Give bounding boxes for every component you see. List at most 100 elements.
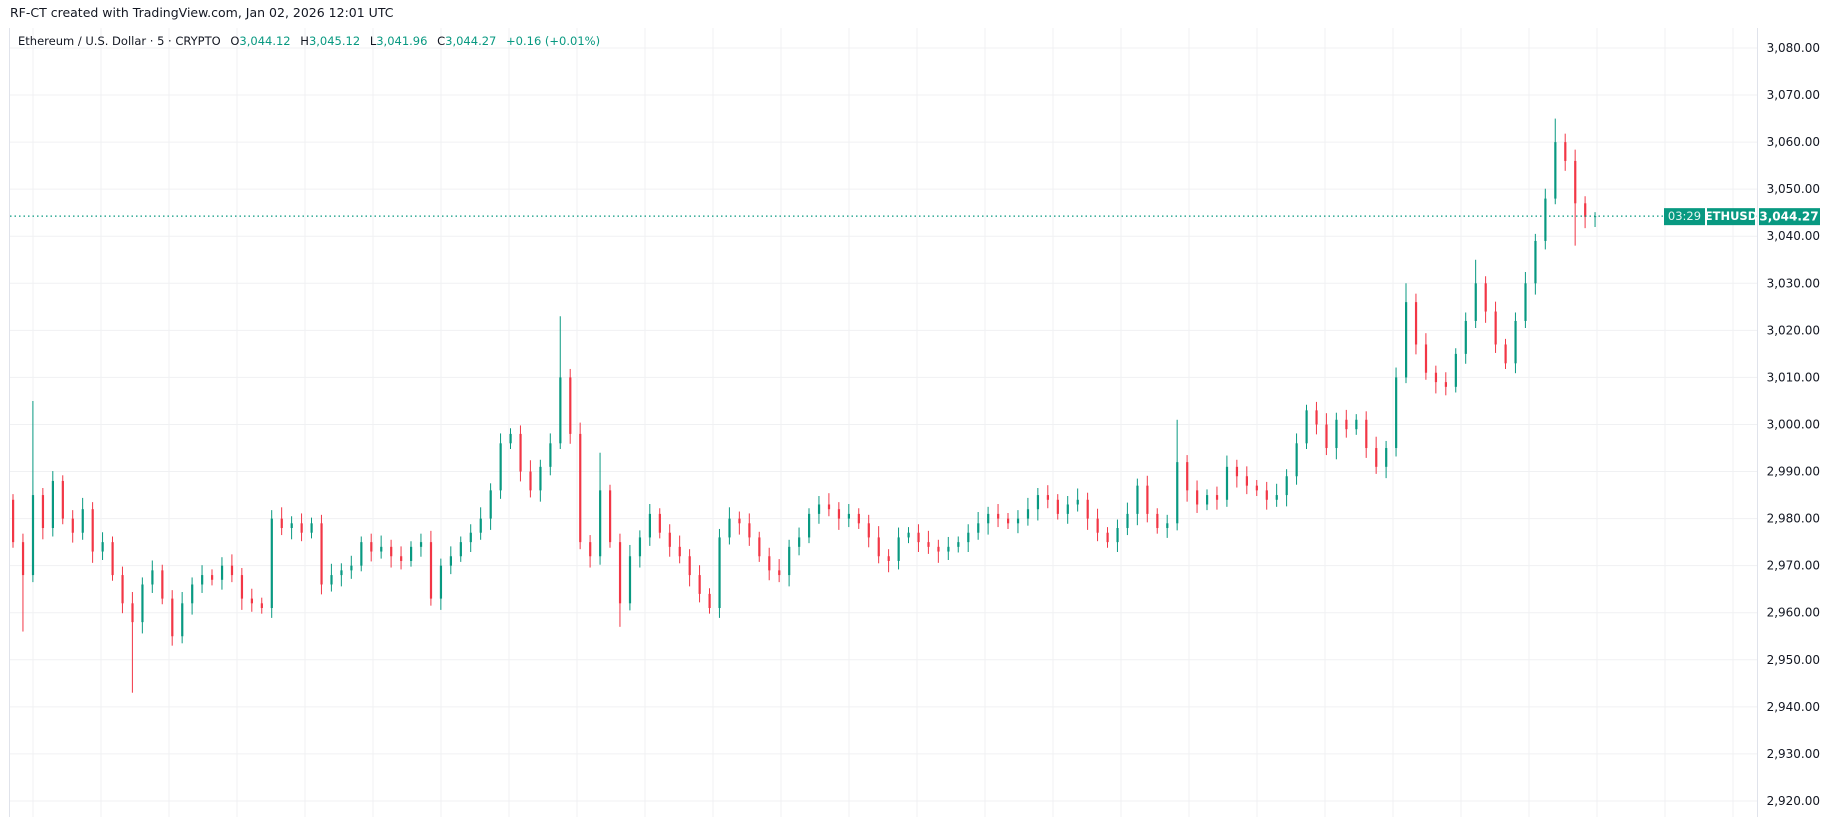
candle [957, 536, 960, 553]
candle [191, 577, 194, 615]
candle-body [1136, 485, 1139, 514]
candle-body [549, 443, 552, 467]
candle-body [1504, 344, 1507, 364]
candle [31, 400, 35, 583]
candle [579, 422, 582, 550]
candle-body [1126, 513, 1129, 529]
candle-body [738, 518, 741, 524]
candle-body [260, 603, 263, 609]
candle [559, 316, 562, 449]
candle-body [708, 593, 711, 609]
candle-body [310, 523, 313, 533]
candle [798, 527, 801, 556]
candle-body [1036, 495, 1040, 510]
candle-body [1086, 499, 1089, 519]
ticker-tag-bg [1707, 208, 1755, 226]
candle-body [360, 542, 363, 566]
candle [1464, 312, 1467, 364]
candle [857, 508, 860, 529]
candle-body [380, 546, 383, 552]
candle [569, 368, 572, 444]
candle-body [648, 513, 651, 538]
candle-body [698, 575, 701, 594]
candle [1554, 118, 1557, 205]
candle-body [1375, 448, 1378, 467]
candle-body [1265, 490, 1268, 500]
candle [1385, 440, 1388, 479]
price-tick-label: 2,950.00 [1767, 653, 1820, 667]
candle [1434, 365, 1438, 394]
candle [519, 425, 522, 482]
price-tick-label: 3,030.00 [1767, 276, 1820, 290]
candle-body [21, 542, 25, 576]
low-label: L [369, 34, 377, 48]
candle [1544, 188, 1547, 250]
candle [1126, 502, 1129, 536]
candle-body [509, 433, 512, 444]
candle [320, 514, 323, 595]
candle-body [559, 377, 562, 444]
candle-body [429, 542, 433, 599]
candle [847, 504, 850, 528]
candle-body [1106, 532, 1109, 543]
candle [1365, 411, 1368, 458]
symbol-title[interactable]: Ethereum / U.S. Dollar · 5 · CRYPTO [18, 34, 221, 48]
candle-body [250, 598, 253, 604]
candle-body [61, 480, 64, 519]
candle [748, 513, 751, 546]
candle [668, 524, 671, 557]
candle-body [668, 532, 671, 547]
candle-body [499, 443, 502, 491]
candle [977, 512, 980, 540]
price-tick-label: 3,080.00 [1767, 41, 1820, 55]
candle-body [728, 518, 731, 538]
candle-body [1166, 523, 1169, 529]
candle [1046, 485, 1049, 509]
candle [270, 510, 273, 618]
candle [1275, 483, 1278, 507]
candle-body [181, 603, 184, 637]
candle [101, 532, 104, 561]
candle [768, 547, 771, 581]
candle [1096, 508, 1099, 542]
candle [688, 549, 691, 587]
grid [9, 28, 1757, 817]
candle [1186, 455, 1189, 502]
candle [220, 557, 224, 590]
candle [1066, 496, 1069, 524]
candle-body [1245, 476, 1248, 486]
candle-body [1424, 344, 1428, 373]
open-label: O [230, 34, 240, 48]
price-tick-label: 3,010.00 [1767, 370, 1820, 384]
candle-body [1176, 462, 1179, 524]
close-value: 3,044.27 [445, 34, 497, 48]
candle-body [1225, 466, 1229, 500]
candle [1375, 436, 1378, 474]
candle-body [957, 542, 960, 547]
candle [1405, 283, 1408, 384]
candle [91, 502, 94, 563]
candle-body [897, 537, 900, 561]
candle-body [340, 570, 343, 576]
candle [350, 555, 353, 579]
price-tick-label: 2,940.00 [1767, 700, 1820, 714]
candle [290, 516, 293, 540]
candle [419, 533, 423, 557]
candle [459, 536, 462, 562]
candle [1245, 466, 1248, 495]
candle [1335, 412, 1338, 460]
candle-body [121, 575, 124, 604]
candle-body [1156, 513, 1159, 529]
candle [539, 459, 542, 502]
candle-body [191, 584, 194, 604]
candle-body [887, 556, 890, 561]
price-axis[interactable]: 3,080.00 3,070.00 3,060.00 3,050.00 3,040.00… [1767, 41, 1820, 808]
last-price-value: 3,044.27 [1759, 210, 1818, 224]
chart-credit: RF-CT created with TradingView.com, Jan … [10, 5, 394, 20]
candle-body [589, 542, 592, 557]
candle-body [1365, 419, 1368, 449]
candle-body [141, 584, 144, 623]
candle [1116, 519, 1119, 553]
candle [499, 433, 502, 499]
